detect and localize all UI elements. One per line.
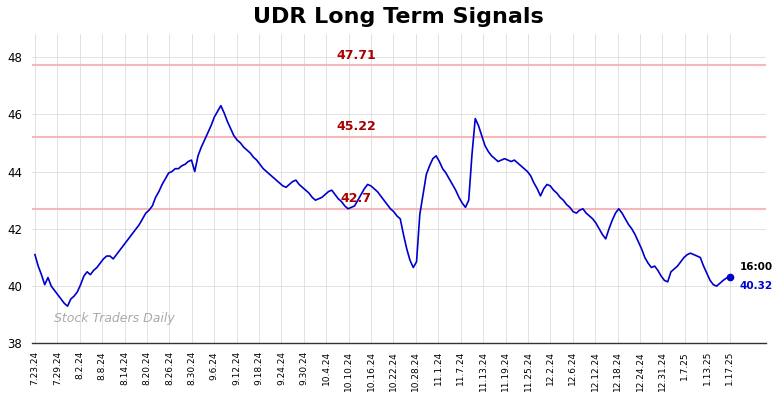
Title: UDR Long Term Signals: UDR Long Term Signals bbox=[253, 7, 544, 27]
Text: 42.7: 42.7 bbox=[340, 192, 372, 205]
Text: 16:00: 16:00 bbox=[739, 262, 772, 272]
Text: Stock Traders Daily: Stock Traders Daily bbox=[53, 312, 174, 325]
Text: 47.71: 47.71 bbox=[336, 49, 376, 62]
Text: 45.22: 45.22 bbox=[336, 120, 376, 133]
Text: 40.32: 40.32 bbox=[739, 281, 772, 291]
